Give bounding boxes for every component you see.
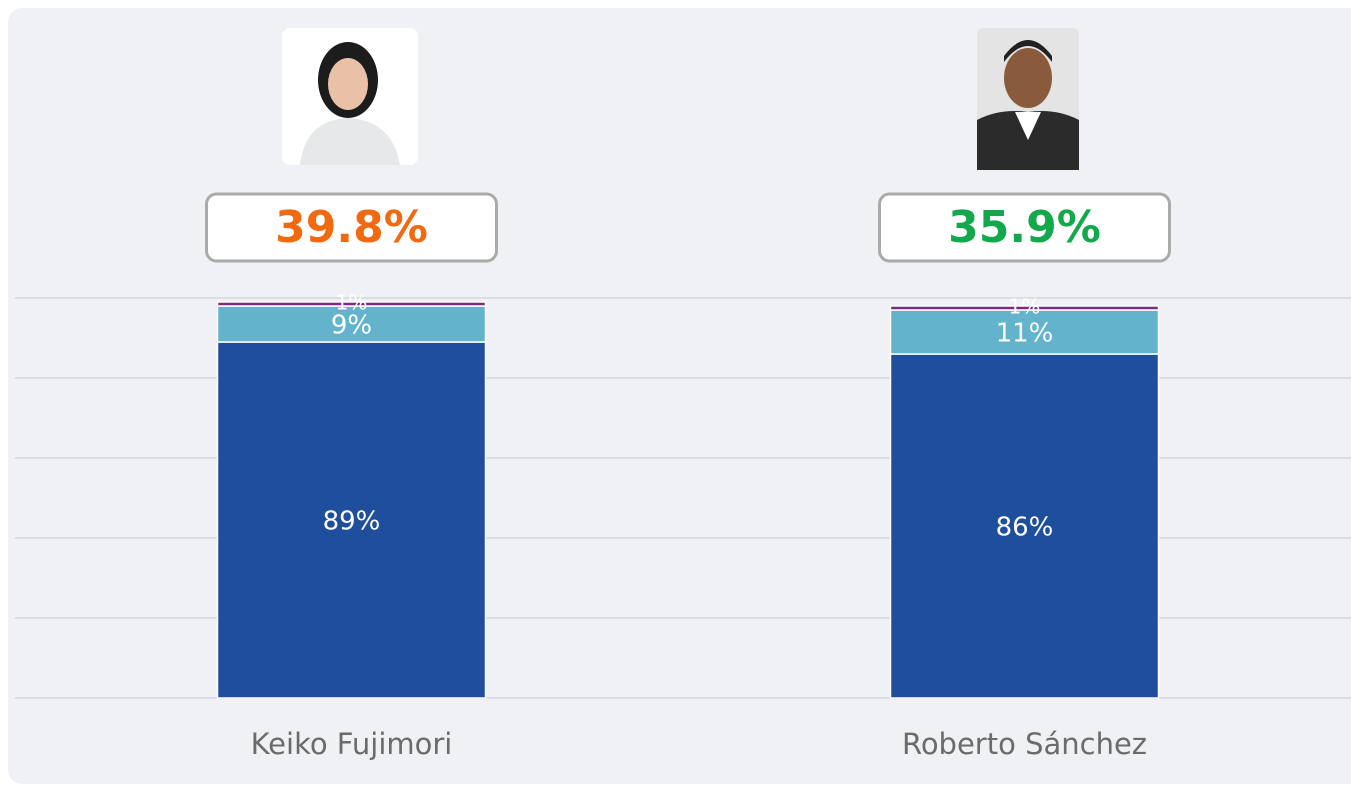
photo [977,28,1079,170]
data-label: 89% [323,507,381,537]
category-label: Roberto Sánchez [902,727,1147,761]
total-box [205,192,498,263]
data-label: 9% [331,311,372,341]
data-label: 1% [1009,295,1041,319]
photo [282,28,418,165]
bar-segment [216,341,487,699]
data-label: 11% [996,319,1054,349]
bar-segment [889,305,1160,311]
data-label: 1% [336,291,368,315]
bar-segment [889,309,1160,355]
data-label: 86% [996,513,1054,543]
bar-segment [216,301,487,307]
bar-segment [889,353,1160,699]
total-label: 39.8% [275,202,428,253]
total-box [878,192,1171,263]
total-label: 35.9% [948,202,1101,253]
bar-segment [216,305,487,343]
category-label: Keiko Fujimori [251,727,453,761]
